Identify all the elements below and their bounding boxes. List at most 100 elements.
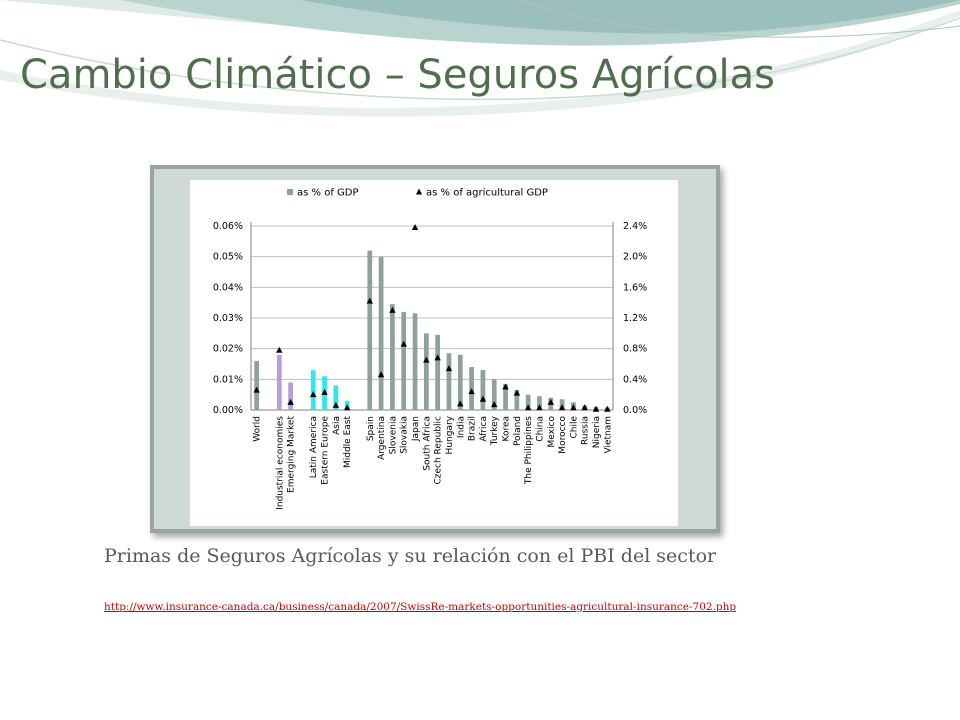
bar-gdp xyxy=(491,379,497,410)
bar-gdp xyxy=(333,385,339,410)
category-label: Chile xyxy=(569,416,579,439)
marker-agri-gdp xyxy=(457,400,464,407)
category-label: Morocco xyxy=(558,416,568,454)
category-label: Japan xyxy=(411,416,421,442)
left-tick-label: 0.01% xyxy=(213,374,243,385)
chart-caption: Primas de Seguros Agrícolas y su relació… xyxy=(104,545,717,567)
marker-agri-gdp xyxy=(276,346,283,353)
right-tick-label: 2.0% xyxy=(623,252,647,263)
marker-agri-gdp xyxy=(581,404,588,411)
category-label: Industrial economies xyxy=(275,416,285,510)
right-tick-label: 0.8% xyxy=(623,344,647,355)
marker-agri-gdp xyxy=(524,404,532,411)
category-label: Slovenia xyxy=(388,416,398,454)
marker-agri-gdp xyxy=(513,389,521,396)
bar-gdp xyxy=(514,390,520,410)
bar-gdp xyxy=(480,370,486,410)
marker-agri-gdp xyxy=(434,354,441,361)
marker-agri-gdp xyxy=(400,340,407,347)
marker-agri-gdp xyxy=(445,365,453,372)
source-link[interactable]: http://www.insurance-canada.ca/business/… xyxy=(104,601,737,613)
category-label: India xyxy=(456,416,466,438)
marker-agri-gdp xyxy=(253,386,260,393)
left-tick-label: 0.02% xyxy=(213,344,243,355)
category-label: Korea xyxy=(502,416,512,442)
category-label: Slovakia xyxy=(400,416,410,454)
bar-gdp xyxy=(412,313,418,410)
right-tick-label: 2.4% xyxy=(623,221,647,232)
right-tick-label: 1.2% xyxy=(623,313,647,324)
category-label: Eastern Europe xyxy=(321,416,331,485)
chart-frame: 0.00% 0.01% 0.02% 0.03% 0.04% 0.05% 0.06% 0.0% 0… xyxy=(150,165,720,533)
category-label: Latin America xyxy=(309,416,319,478)
marker-agri-gdp xyxy=(332,401,340,408)
category-label: Brazil xyxy=(468,416,478,441)
right-tick-label: 0.0% xyxy=(623,405,647,416)
bar-gdp xyxy=(378,256,384,410)
category-label: Poland xyxy=(513,416,523,446)
category-label: Mexico xyxy=(547,416,557,448)
category-label: Nigeria xyxy=(592,416,602,448)
bar-gdp xyxy=(401,311,407,410)
marker-agri-gdp xyxy=(366,297,373,304)
category-label: Russia xyxy=(581,416,591,445)
marker-agri-gdp xyxy=(377,371,385,378)
bar-gdp xyxy=(276,354,282,410)
category-label: South Africa xyxy=(422,416,432,471)
category-label: World xyxy=(253,416,263,442)
marker-agri-gdp xyxy=(479,395,487,402)
bar-gdp xyxy=(390,304,395,410)
marker-agri-gdp xyxy=(310,391,317,398)
marker-agri-gdp xyxy=(592,405,600,412)
category-label: Argentina xyxy=(377,416,387,460)
marker-agri-gdp xyxy=(423,356,430,363)
marker-agri-gdp xyxy=(343,404,351,411)
bar-gdp xyxy=(435,334,441,410)
legend-label-gdp: as % of GDP xyxy=(297,188,359,199)
marker-agri-gdp xyxy=(547,398,554,405)
left-tick-label: 0.04% xyxy=(213,282,243,293)
category-label: China xyxy=(535,416,545,442)
bar-gdp xyxy=(503,383,508,410)
marker-agri-gdp xyxy=(570,404,577,411)
category-label: Spain xyxy=(366,416,376,441)
category-label: Asia xyxy=(332,416,342,435)
marker-agri-gdp xyxy=(491,401,498,408)
left-tick-label: 0.00% xyxy=(213,405,243,416)
bar-gdp xyxy=(457,354,463,410)
bar-gdp xyxy=(310,370,316,410)
marker-agri-gdp xyxy=(468,388,475,395)
bar-gdp xyxy=(446,353,452,410)
bar-gdp xyxy=(423,333,429,410)
legend-label-agri: as % of agricultural GDP xyxy=(426,188,548,199)
bar-gdp xyxy=(537,396,542,410)
category-label: Turkey xyxy=(490,415,500,446)
agri-insurance-chart: 0.00% 0.01% 0.02% 0.03% 0.04% 0.05% 0.06% 0.0% 0… xyxy=(190,180,678,526)
left-tick-label: 0.03% xyxy=(213,313,243,324)
marker-agri-gdp xyxy=(604,405,611,412)
bar-gdp xyxy=(288,382,293,410)
marker-agri-gdp xyxy=(321,388,328,395)
bar-gdp xyxy=(525,394,531,410)
category-label: Africa xyxy=(479,416,489,442)
right-tick-label: 1.6% xyxy=(623,282,647,293)
marker-agri-gdp xyxy=(287,398,294,405)
legend-swatch-gdp xyxy=(287,189,293,195)
right-tick-label: 0.4% xyxy=(623,374,647,385)
left-tick-label: 0.06% xyxy=(213,221,243,232)
category-label: Czech Republic xyxy=(434,416,444,485)
marker-agri-gdp xyxy=(502,383,509,390)
marker-agri-gdp xyxy=(389,306,396,313)
category-label: The Philippines xyxy=(524,416,534,485)
header-swoosh-decoration xyxy=(0,0,960,117)
marker-agri-gdp xyxy=(536,404,543,411)
left-tick-label: 0.05% xyxy=(213,252,243,263)
chart-background xyxy=(190,180,678,526)
bar-gdp xyxy=(367,250,373,410)
category-label: Vietnam xyxy=(603,416,613,454)
category-label: Middle East xyxy=(343,416,353,468)
category-label: Hungary xyxy=(445,415,455,454)
marker-agri-gdp xyxy=(558,404,566,411)
legend-marker-agri xyxy=(416,188,422,195)
bar-gdp xyxy=(254,360,260,410)
